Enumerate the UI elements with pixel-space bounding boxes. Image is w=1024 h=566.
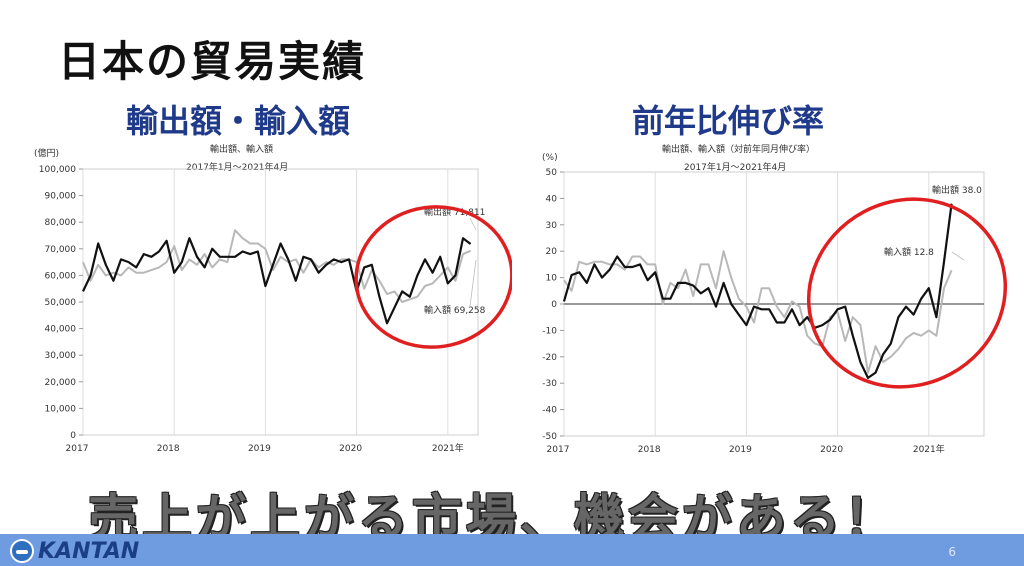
import-series-line: [82, 229, 471, 303]
y-tick-label: 40: [546, 194, 558, 204]
import-series-label: 輸入額 69,258: [424, 304, 486, 316]
y-tick-label: 30,000: [45, 351, 77, 361]
slide-title: 日本の貿易実績: [58, 37, 367, 86]
x-tick-label: 2021年: [913, 443, 945, 455]
x-tick-label: 2020: [339, 444, 362, 454]
growth-rate-chart: 輸出額、輸入額（対前年同月伸び率） 2017年1月～2021年4月 (%) 20…: [542, 143, 1008, 455]
y-tick-label: 90,000: [45, 192, 77, 202]
footer-bar: [0, 534, 1024, 566]
y-tick-label: 10: [546, 274, 558, 284]
left-chart-heading: 輸出額・輸入額: [126, 102, 351, 140]
export-series-line: [562, 203, 953, 379]
export-series-line: [82, 237, 472, 325]
y-tick-label: -30: [542, 379, 557, 389]
x-tick-label: 2019: [248, 444, 271, 454]
y-tick-label: -20: [542, 353, 557, 363]
page-number: 6: [948, 545, 956, 559]
label-leader-line: [951, 251, 965, 261]
y-tick-label: 100,000: [39, 165, 76, 175]
x-tick-label: 2019: [729, 445, 752, 455]
y-tick-label: 20,000: [45, 378, 77, 388]
chart-title: 輸出額、輸入額: [210, 143, 273, 155]
x-tick-label: 2018: [638, 445, 661, 455]
y-tick-label: -50: [542, 432, 557, 442]
y-tick-label: 0: [551, 300, 557, 310]
y-tick-label: 50: [546, 168, 558, 178]
y-tick-label: -40: [542, 406, 557, 416]
brand-logo[interactable]: KANTAN: [10, 538, 139, 564]
y-tick-label: 40,000: [45, 325, 77, 335]
y-unit-label: (億円): [34, 147, 59, 159]
y-tick-label: 30: [546, 221, 558, 231]
logo-icon: [10, 539, 34, 563]
y-tick-label: 20: [546, 247, 558, 257]
y-tick-label: 0: [70, 431, 76, 441]
x-tick-label: 2020: [820, 445, 843, 455]
chart-subtitle: 2017年1月～2021年4月: [186, 161, 288, 173]
y-tick-label: 70,000: [45, 245, 77, 255]
right-chart-heading: 前年比伸び率: [632, 102, 825, 140]
chart-subtitle: 2017年1月～2021年4月: [684, 161, 786, 173]
x-tick-label: 2018: [157, 444, 180, 454]
highlight-circle: [354, 205, 512, 349]
label-leader-line: [469, 259, 477, 307]
export-series-label: 輸出額 38.0: [932, 184, 982, 196]
x-tick-label: 2017: [547, 445, 570, 455]
y-tick-label: 50,000: [45, 298, 77, 308]
x-tick-label: 2017: [66, 444, 89, 454]
import-series-line: [563, 250, 953, 374]
y-tick-label: 10,000: [45, 404, 77, 414]
x-tick-label: 2021年: [432, 442, 464, 454]
y-tick-label: 60,000: [45, 271, 77, 281]
y-unit-label: (%): [542, 153, 558, 163]
trade-value-chart: 輸出額、輸入額 2017年1月～2021年4月 (億円) 2017 2018 201…: [34, 143, 512, 454]
y-tick-label: -10: [542, 326, 557, 336]
brand-name: KANTAN: [38, 538, 140, 564]
highlight-circle: [806, 197, 1008, 389]
label-leader-line: [469, 217, 477, 231]
chart-title: 輸出額、輸入額（対前年同月伸び率）: [662, 143, 815, 155]
y-tick-label: 80,000: [45, 218, 77, 228]
import-series-label: 輸入額 12.8: [884, 246, 934, 258]
